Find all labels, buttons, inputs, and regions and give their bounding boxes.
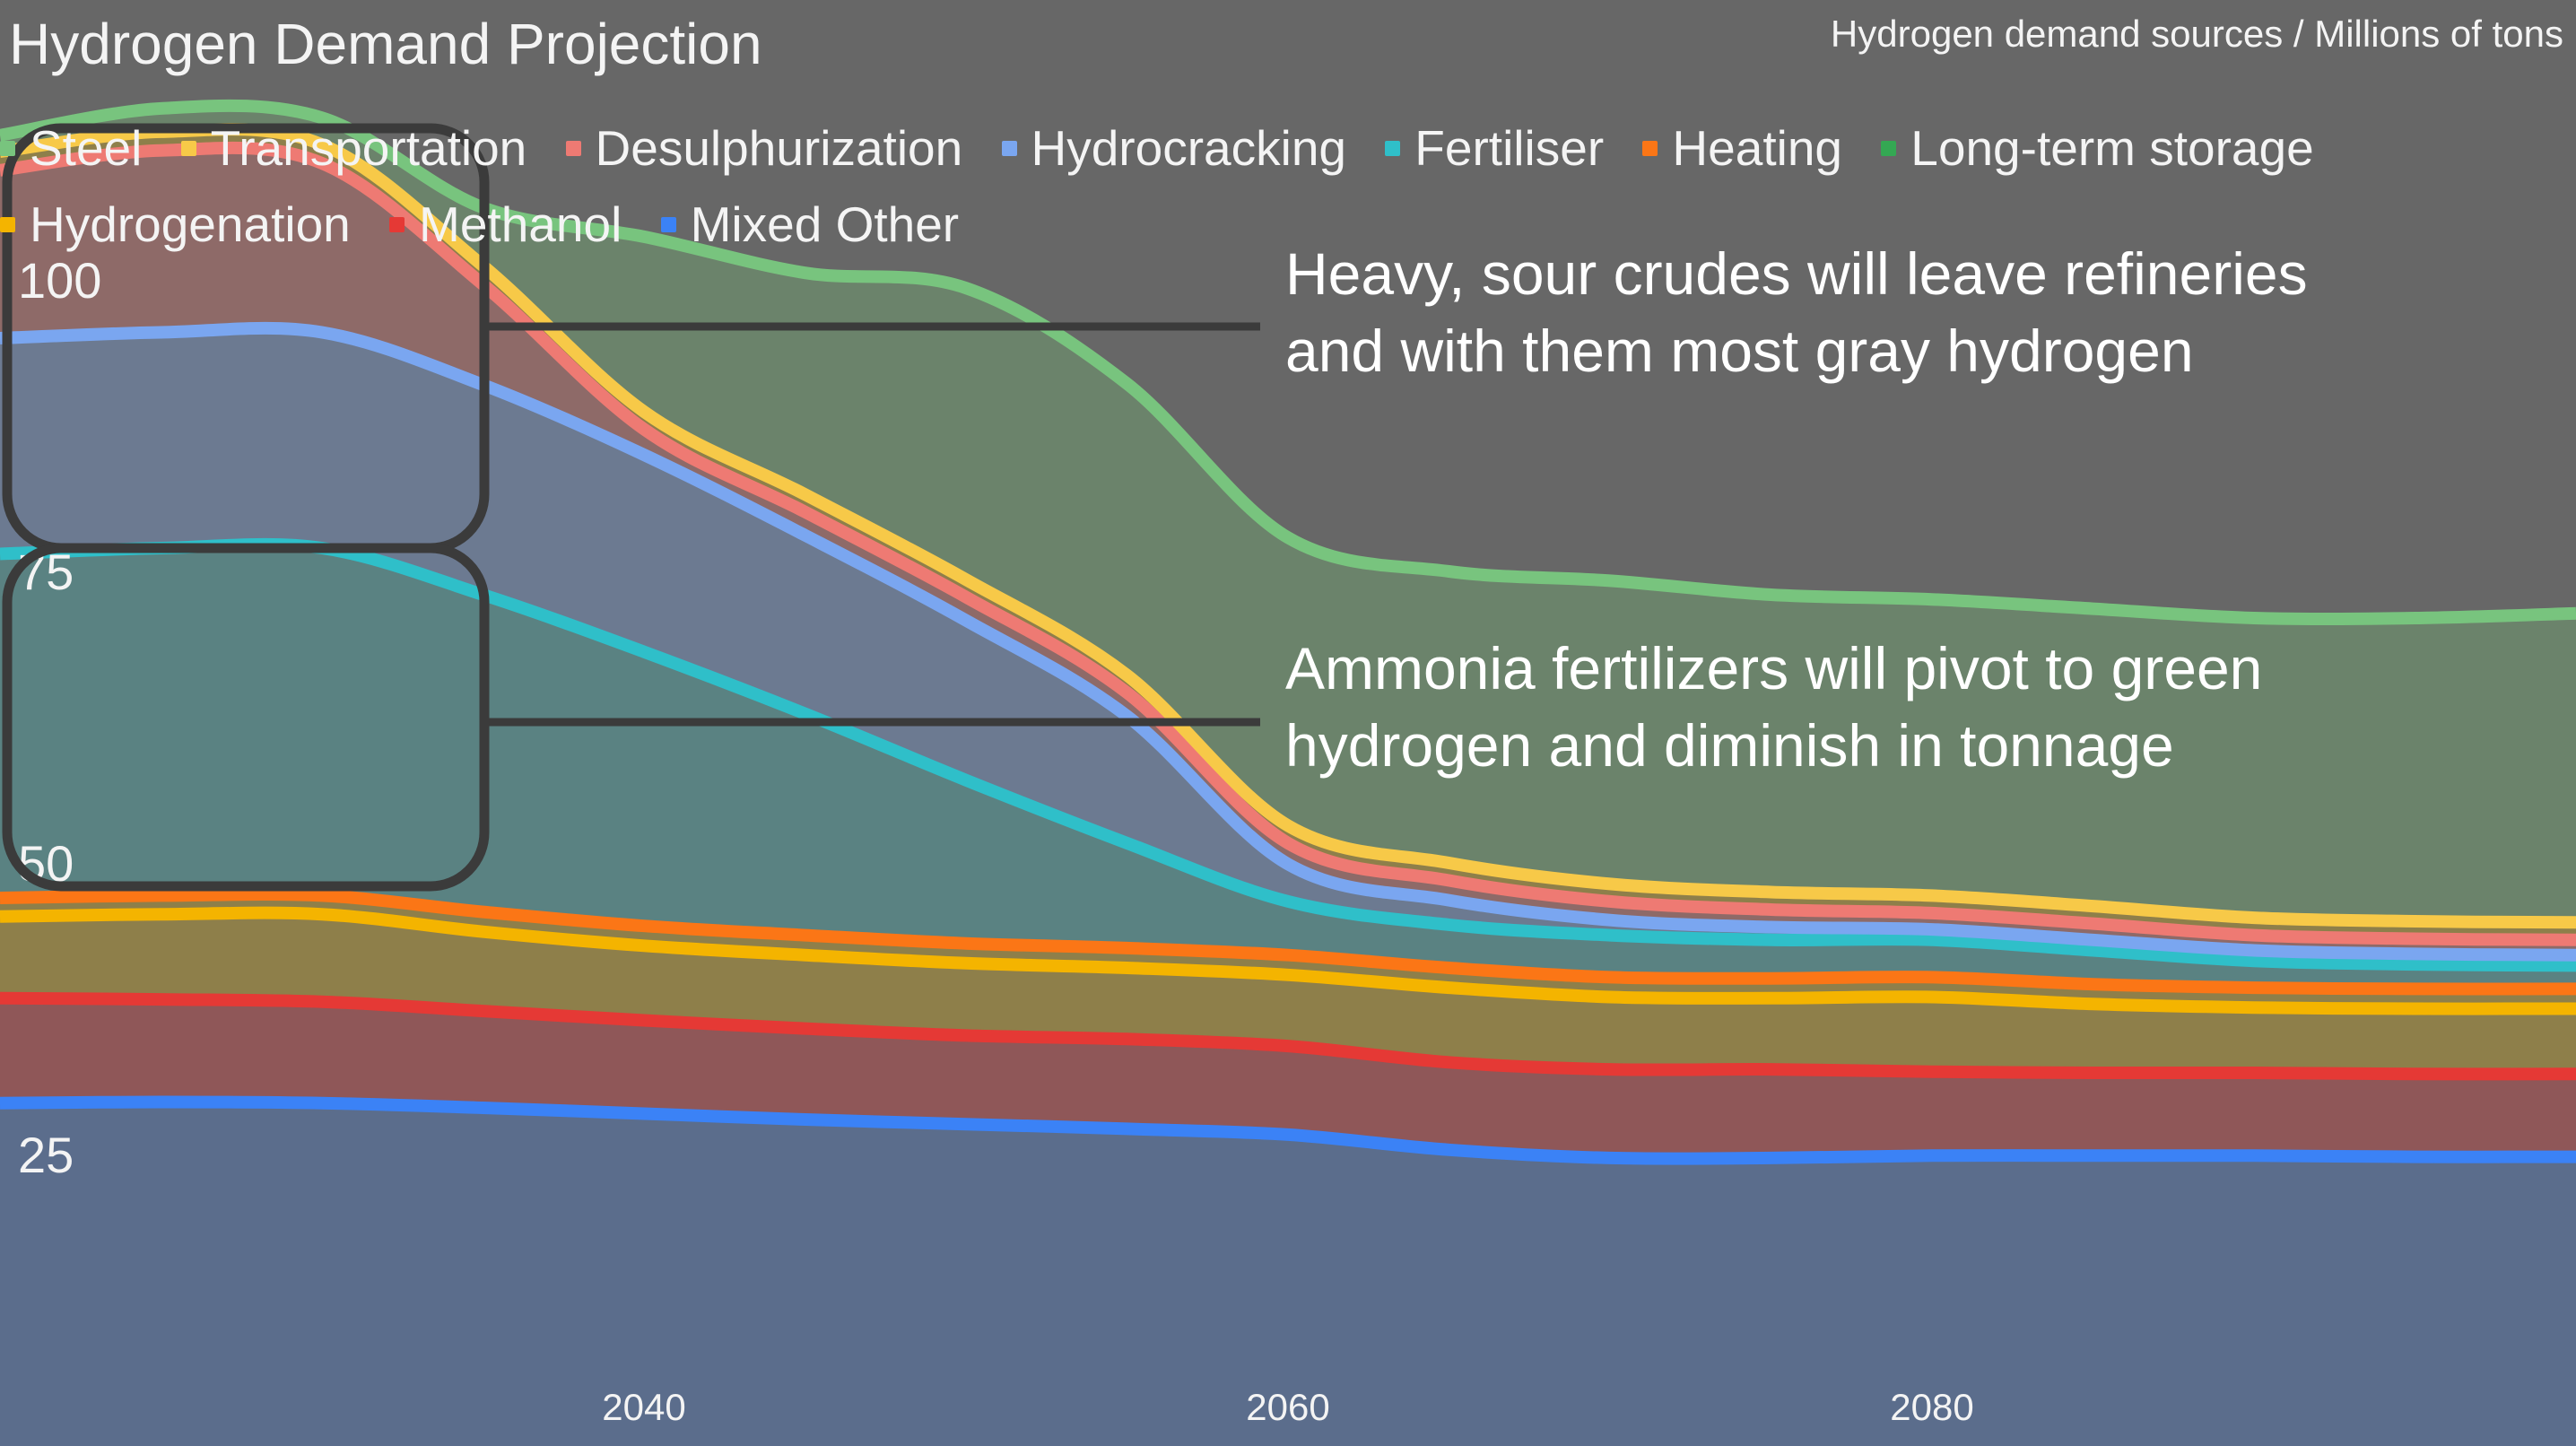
line-desulphurization (0, 141, 2576, 946)
legend-swatch-desulphurization (565, 141, 581, 156)
area-mixed-other (0, 1102, 2576, 1446)
legend-label-methanol: Methanol (419, 196, 622, 252)
legend-item-long-term-storage[interactable]: Long-term storage (1881, 115, 2314, 182)
legend-item-desulphurization[interactable]: Desulphurization (565, 115, 963, 182)
legend-item-hydrogenation[interactable]: Hydrogenation (0, 191, 351, 258)
legend-swatch-hydrocracking (1001, 141, 1017, 156)
legend-label-hydrogenation: Hydrogenation (30, 196, 351, 252)
y-tick-100: 100 (18, 252, 101, 309)
legend-swatch-steel (0, 141, 15, 156)
legend-item-heating[interactable]: Heating (1642, 115, 1842, 182)
annotation-fertilizers-line2: hydrogen and diminish in tonnage (1285, 712, 2174, 779)
legend-item-mixed-other[interactable]: Mixed Other (660, 191, 960, 258)
x-tick-2080: 2080 (1890, 1386, 1973, 1428)
line-heating (0, 887, 2576, 996)
bracket-fertilizers (2, 543, 490, 892)
legend-swatch-transportation (180, 141, 196, 156)
legend-label-steel: Steel (30, 120, 143, 176)
legend-label-hydrocracking: Hydrocracking (1031, 120, 1347, 176)
legend-swatch-hydrogenation (0, 217, 15, 232)
line-fertiliser (0, 537, 2576, 972)
legend-label-transportation: Transportation (210, 120, 527, 176)
legend-swatch-fertiliser (1385, 141, 1401, 156)
chart-subtitle: Hydrogen demand sources / Millions of to… (1830, 13, 2563, 55)
series-areas (0, 105, 2576, 1446)
line-hydrocracking (0, 321, 2576, 962)
x-tick-2060: 2060 (1246, 1386, 1329, 1428)
line-hydrogenation (0, 906, 2576, 1015)
legend-item-hydrocracking[interactable]: Hydrocracking (1001, 115, 1347, 182)
legend-swatch-methanol (389, 217, 405, 232)
legend-label-heating: Heating (1672, 120, 1842, 176)
x-tick-2040: 2040 (602, 1386, 685, 1428)
legend-swatch-heating (1642, 141, 1658, 156)
legend-swatch-mixed-other (660, 217, 676, 232)
chart-title: Hydrogen Demand Projection (9, 12, 762, 76)
annotation-fertilizers-line1: Ammonia fertilizers will pivot to green (1285, 635, 2263, 701)
legend-item-transportation[interactable]: Transportation (180, 115, 527, 182)
annotation-refineries: Heavy, sour crudes will leave refineries… (1285, 235, 2523, 389)
x-axis-tick-labels: 2040 2060 2080 (602, 1386, 1973, 1428)
legend-item-steel[interactable]: Steel (0, 115, 142, 182)
legend-item-methanol[interactable]: Methanol (389, 191, 622, 258)
line-mixed-other (0, 1095, 2576, 1165)
legend-label-desulphurization: Desulphurization (595, 120, 963, 176)
legend-label-mixed-other: Mixed Other (690, 196, 960, 252)
legend: Steel Transportation Desulphurization Hy… (0, 106, 2422, 258)
legend-label-fertiliser: Fertiliser (1414, 120, 1605, 176)
series-lines (0, 99, 2576, 1165)
annotation-brackets (2, 123, 1260, 892)
annotation-refineries-line1: Heavy, sour crudes will leave refineries (1285, 240, 2308, 307)
legend-item-fertiliser[interactable]: Fertiliser (1385, 115, 1604, 182)
line-steel (0, 99, 2576, 625)
legend-label-long-term-storage: Long-term storage (1910, 120, 2314, 176)
annotation-fertilizers: Ammonia fertilizers will pivot to green … (1285, 630, 2523, 784)
legend-swatch-long-term-storage (1881, 141, 1897, 156)
line-transportation (0, 123, 2576, 929)
y-tick-25: 25 (18, 1127, 74, 1183)
line-methanol (0, 991, 2576, 1081)
annotation-refineries-line2: and with them most gray hydrogen (1285, 318, 2194, 384)
